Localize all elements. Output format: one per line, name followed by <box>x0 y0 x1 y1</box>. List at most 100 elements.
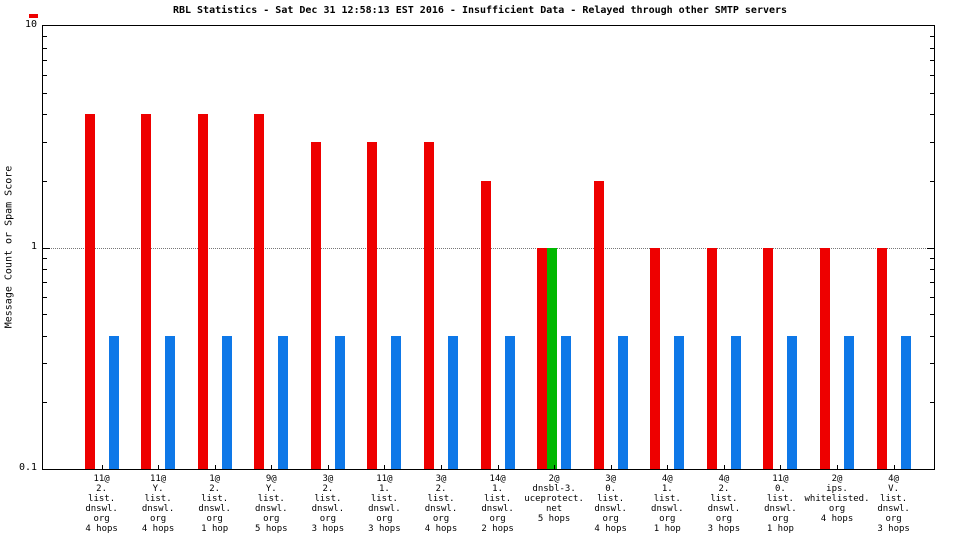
bar-not-spam <box>650 247 661 469</box>
y-minor-tick-right <box>930 92 934 94</box>
y-minor-tick-left <box>43 269 47 270</box>
bar-score <box>334 335 345 469</box>
bar-not-spam <box>310 141 321 469</box>
plot-area <box>42 25 935 470</box>
bar-score <box>674 335 685 469</box>
bar-not-spam <box>820 247 830 469</box>
bar-score <box>617 335 628 469</box>
x-tick <box>667 465 669 469</box>
x-tick <box>893 465 895 469</box>
x-category-label: 3@ 2. list. dnswl. org 3 hops <box>311 474 345 534</box>
bar-not-spam <box>706 247 717 469</box>
y-minor-tick-right <box>930 180 934 182</box>
y-minor-tick-left <box>43 314 47 316</box>
x-category-label: 3@ 0. list. dnswl. org 4 hops <box>594 474 627 534</box>
y-minor-tick-left <box>43 296 47 298</box>
bar-score <box>108 335 119 469</box>
bar-score <box>561 335 572 469</box>
bar-score <box>391 335 402 469</box>
bar-score <box>278 335 289 469</box>
bar-not-spam <box>254 114 265 469</box>
y-major-tick-right <box>927 247 934 249</box>
x-tick <box>780 465 782 469</box>
y-tick-label: 1 <box>30 240 37 252</box>
x-tick <box>837 465 838 469</box>
y-minor-tick-right <box>930 47 934 49</box>
y-minor-tick-left <box>43 402 47 404</box>
x-tick <box>158 465 160 469</box>
bar-score <box>448 335 458 469</box>
y-minor-tick-right <box>930 257 934 259</box>
x-category-label: 4@ 1. list. dnswl. org 1 hop <box>651 474 684 534</box>
x-category-label: 11@ Y. list. dnswl. org 4 hops <box>141 474 175 534</box>
x-category-label: 11@ 1. list. dnswl. org 3 hops <box>368 474 401 534</box>
y-minor-tick-left <box>43 75 47 77</box>
bar-not-spam <box>480 180 491 469</box>
x-tick <box>214 465 216 469</box>
y-minor-tick-left <box>43 92 47 94</box>
bar-score <box>787 335 798 469</box>
y-major-tick-left <box>43 247 50 249</box>
x-category-label: 11@ 0. list. dnswl. org 1 hop <box>764 474 797 534</box>
x-category-label: 4@ 2. list. dnswl. org 3 hops <box>707 474 741 534</box>
top-left-red-mark <box>29 14 38 18</box>
y-minor-tick-right <box>930 141 934 143</box>
bar-not-spam <box>141 114 152 469</box>
y-minor-tick-right <box>930 296 934 298</box>
x-tick <box>497 465 499 469</box>
bar-not-spam <box>876 247 887 469</box>
bar-spam <box>547 247 558 469</box>
y-minor-tick-right <box>930 363 934 365</box>
bar-score <box>844 335 854 469</box>
x-tick <box>441 465 442 469</box>
bar-not-spam <box>763 247 774 469</box>
y-tick-label: 0.1 <box>18 462 37 473</box>
y-minor-tick-left <box>43 60 47 62</box>
y-minor-tick-right <box>930 60 934 62</box>
y-tick-label: 10 <box>24 19 37 30</box>
bar-score <box>730 335 741 469</box>
y-minor-tick-right <box>930 314 934 316</box>
bar-not-spam <box>424 141 434 469</box>
bar-score <box>221 335 232 469</box>
y-minor-tick-right <box>930 269 934 270</box>
x-category-label: 1@ 2. list. dnswl. org 1 hop <box>198 474 231 534</box>
y-minor-tick-right <box>930 114 934 116</box>
x-category-label: 4@ V. list. dnswl. org 3 hops <box>877 474 910 534</box>
x-category-label: 11@ 2. list. dnswl. org 4 hops <box>85 474 118 534</box>
x-tick <box>723 465 725 469</box>
chart-title: RBL Statistics - Sat Dec 31 12:58:13 EST… <box>172 5 788 16</box>
bar-not-spam <box>537 247 548 469</box>
x-category-label: 9@ Y. list. dnswl. org 5 hops <box>255 474 288 534</box>
x-tick <box>101 465 103 469</box>
x-tick <box>610 465 612 469</box>
bar-score <box>165 335 176 469</box>
bar-score <box>504 335 515 469</box>
x-tick <box>384 465 386 469</box>
x-tick <box>271 465 273 469</box>
y-minor-tick-right <box>930 75 934 77</box>
y-minor-tick-left <box>43 281 47 283</box>
bar-not-spam <box>367 141 378 469</box>
y-minor-tick-left <box>43 36 47 38</box>
x-category-label: 2@ dnsbl-3. uceprotect. net 5 hops <box>524 474 584 524</box>
bar-not-spam <box>84 114 95 469</box>
x-category-label: 14@ 1. list. dnswl. org 2 hops <box>481 474 514 534</box>
x-tick <box>554 465 556 469</box>
y-minor-tick-left <box>43 180 47 182</box>
y-minor-tick-right <box>930 281 934 283</box>
y-minor-tick-right <box>930 335 934 337</box>
y-minor-tick-left <box>43 363 47 365</box>
y-minor-tick-left <box>43 141 47 143</box>
y-minor-tick-left <box>43 257 47 259</box>
y-minor-tick-left <box>43 47 47 49</box>
x-tick <box>327 465 329 469</box>
x-category-label: 2@ ips. whitelisted. org 4 hops <box>804 474 870 524</box>
bar-not-spam <box>593 180 604 469</box>
y-minor-tick-right <box>930 36 934 38</box>
y-minor-tick-left <box>43 335 47 337</box>
bar-score <box>900 335 911 469</box>
y-minor-tick-right <box>930 402 934 404</box>
bar-not-spam <box>197 114 208 469</box>
